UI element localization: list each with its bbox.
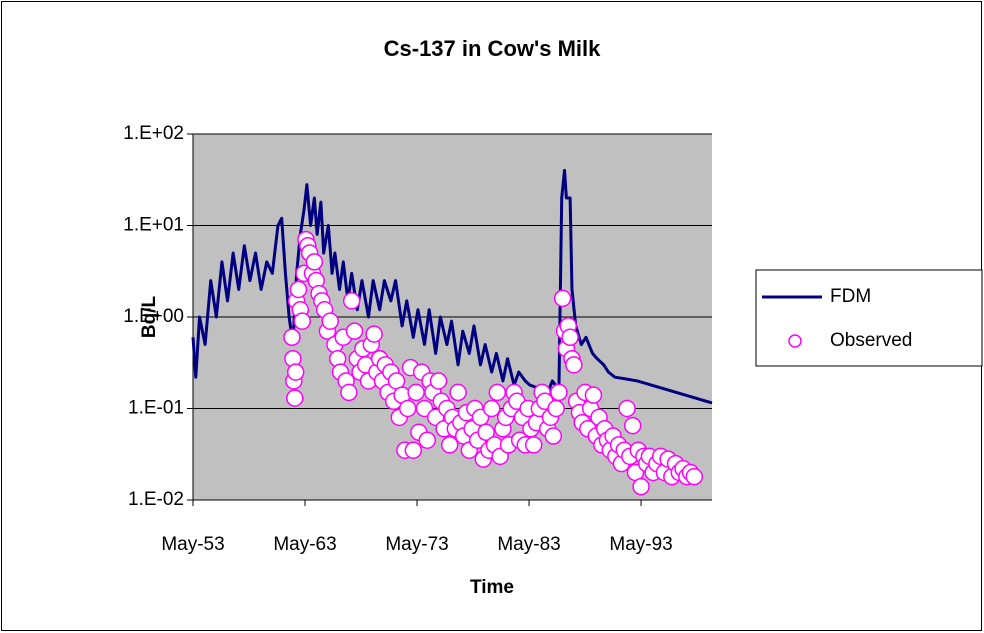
chart-title: Cs-137 in Cow's Milk [384, 36, 601, 61]
observed-point [293, 312, 311, 330]
y-tick-label: 1.E-01 [128, 398, 184, 419]
observed-point [685, 467, 704, 486]
observed-point [482, 399, 501, 418]
observed-point [283, 328, 301, 347]
observed-point [286, 363, 305, 381]
observed-point [524, 436, 543, 454]
x-tick-label: May-63 [273, 534, 336, 555]
observed-point [342, 292, 361, 310]
y-tick-label: 1.E+02 [123, 123, 184, 144]
observed-point [289, 280, 308, 299]
observed-point [305, 253, 324, 271]
observed-point [477, 423, 495, 442]
y-axis-title: Bq/L [139, 296, 160, 339]
observed-point [429, 372, 448, 390]
legend-box [755, 269, 983, 367]
x-tick-label: May-83 [497, 534, 560, 555]
observed-point [623, 416, 642, 435]
observed-point [345, 322, 364, 340]
y-tick-label: 1.E+00 [123, 306, 184, 327]
observed-point [547, 399, 565, 418]
observed-point [285, 389, 304, 407]
legend-label: FDM [830, 286, 871, 307]
observed-point [418, 431, 437, 449]
observed-point [440, 436, 459, 454]
observed-point [565, 356, 583, 374]
observed-point [550, 383, 568, 402]
observed-point [398, 399, 417, 418]
observed-point [561, 328, 579, 347]
y-tick-label: 1.E+01 [123, 215, 184, 236]
legend-marker [788, 334, 802, 348]
observed-point [488, 383, 507, 402]
observed-point [365, 325, 383, 343]
observed-point [584, 386, 603, 404]
observed-point [404, 441, 423, 459]
y-tick-label: 1.E-02 [128, 489, 184, 510]
x-tick-label: May-53 [161, 534, 224, 555]
observed-point [321, 312, 339, 330]
x-tick-label: May-93 [609, 534, 672, 555]
observed-point [632, 477, 650, 496]
x-axis-title: Time [470, 577, 514, 598]
observed-point [553, 289, 572, 308]
observed-point [544, 427, 563, 445]
x-tick-label: May-73 [385, 534, 448, 555]
observed-point [340, 383, 358, 402]
legend-label: Observed [830, 330, 912, 351]
fdm-line [191, 168, 713, 405]
observed-point [407, 383, 425, 402]
observed-point [618, 399, 636, 418]
observed-point [449, 383, 467, 402]
